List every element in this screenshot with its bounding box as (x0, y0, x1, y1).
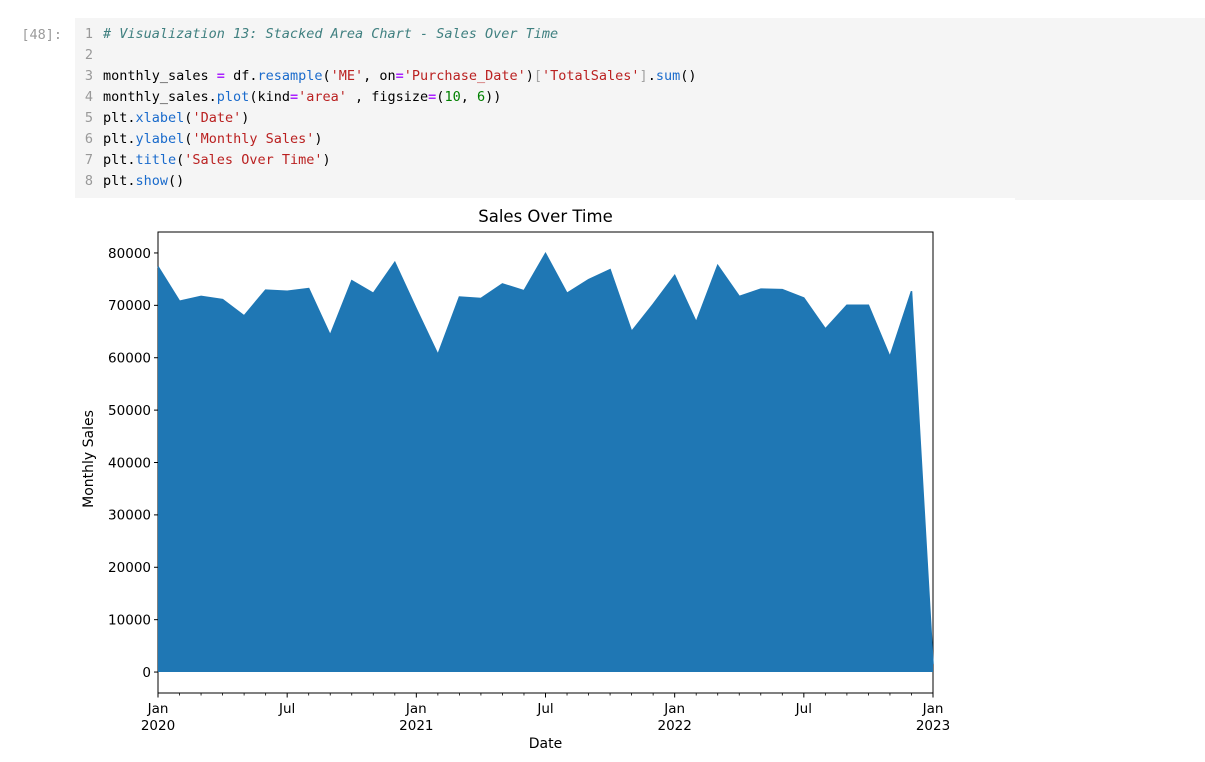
x-tick-label: Jul (795, 701, 812, 717)
x-tick-label: 2021 (399, 718, 433, 734)
x-tick-label: Jan (147, 701, 169, 717)
code-cell: [48]: 1 # Visualization 13: Stacked Area … (0, 18, 1205, 200)
x-tick-label: Jul (536, 701, 553, 717)
code-line: 5 plt.xlabel('Date') (75, 108, 1205, 129)
area-chart: 0 10000 20000 30000 40000 50000 60000 70000 8000… (108, 231, 950, 734)
code-line: 4 monthly_sales.plot(kind='area' , figsiz… (75, 87, 1205, 108)
chart-output: 0 10000 20000 30000 40000 50000 60000 70000 8000… (75, 198, 1015, 762)
y-tick-label: 70000 (108, 298, 151, 314)
code-text: plt.show() (103, 173, 185, 189)
code-text: # Visualization 13: Stacked Area Chart -… (103, 26, 559, 42)
y-tick-label: 30000 (108, 508, 151, 524)
code-line: 8 plt.show() (75, 171, 1205, 192)
x-tick-label: 2022 (657, 718, 691, 734)
x-tick-label: Jan (405, 701, 427, 717)
line-number: 1 (84, 26, 93, 42)
line-number: 3 (84, 68, 93, 84)
x-tick-label: 2020 (141, 718, 175, 734)
y-tick-label: 0 (142, 665, 151, 681)
execution-count: [48]: (21, 27, 62, 43)
y-axis-label: Monthly Sales (81, 410, 97, 508)
code-text: plt.title('Sales Over Time') (103, 152, 331, 168)
code-line: 6 plt.ylabel('Monthly Sales') (75, 129, 1205, 150)
x-tick-label: Jan (922, 701, 944, 717)
area-series (158, 253, 933, 672)
code-line: 3 monthly_sales = df.resample('ME', on='P… (75, 66, 1205, 87)
area-series-edge (157, 251, 934, 665)
code-text: plt.xlabel('Date') (103, 110, 250, 126)
line-number: 5 (84, 110, 93, 126)
y-tick-label: 20000 (108, 560, 151, 576)
line-number: 6 (84, 131, 93, 147)
code-text: monthly_sales.plot(kind='area' , figsize… (103, 89, 502, 105)
chart-title: Sales Over Time (478, 207, 613, 226)
x-tick-label: Jul (278, 701, 295, 717)
y-tick-label: 10000 (108, 612, 151, 628)
code-line: 7 plt.title('Sales Over Time') (75, 150, 1205, 171)
line-number: 8 (84, 173, 93, 189)
x-tick-label: 2023 (916, 718, 950, 734)
y-tick-label: 80000 (108, 246, 151, 262)
y-tick-label: 60000 (108, 351, 151, 367)
code-text: plt.ylabel('Monthly Sales') (103, 131, 323, 147)
code-text: monthly_sales = df.resample('ME', on='Pu… (103, 68, 697, 84)
y-tick-label: 40000 (108, 455, 151, 471)
x-axis-label: Date (528, 736, 563, 752)
line-number: 2 (84, 47, 93, 63)
line-number: 4 (84, 89, 93, 105)
code-editor[interactable]: 1 # Visualization 13: Stacked Area Chart … (75, 18, 1205, 200)
x-tick-label: Jan (663, 701, 685, 717)
code-line: 2 (75, 45, 1205, 66)
y-tick-label: 50000 (108, 403, 151, 419)
code-line: 1 # Visualization 13: Stacked Area Chart … (75, 24, 1205, 45)
line-number: 7 (84, 152, 93, 168)
